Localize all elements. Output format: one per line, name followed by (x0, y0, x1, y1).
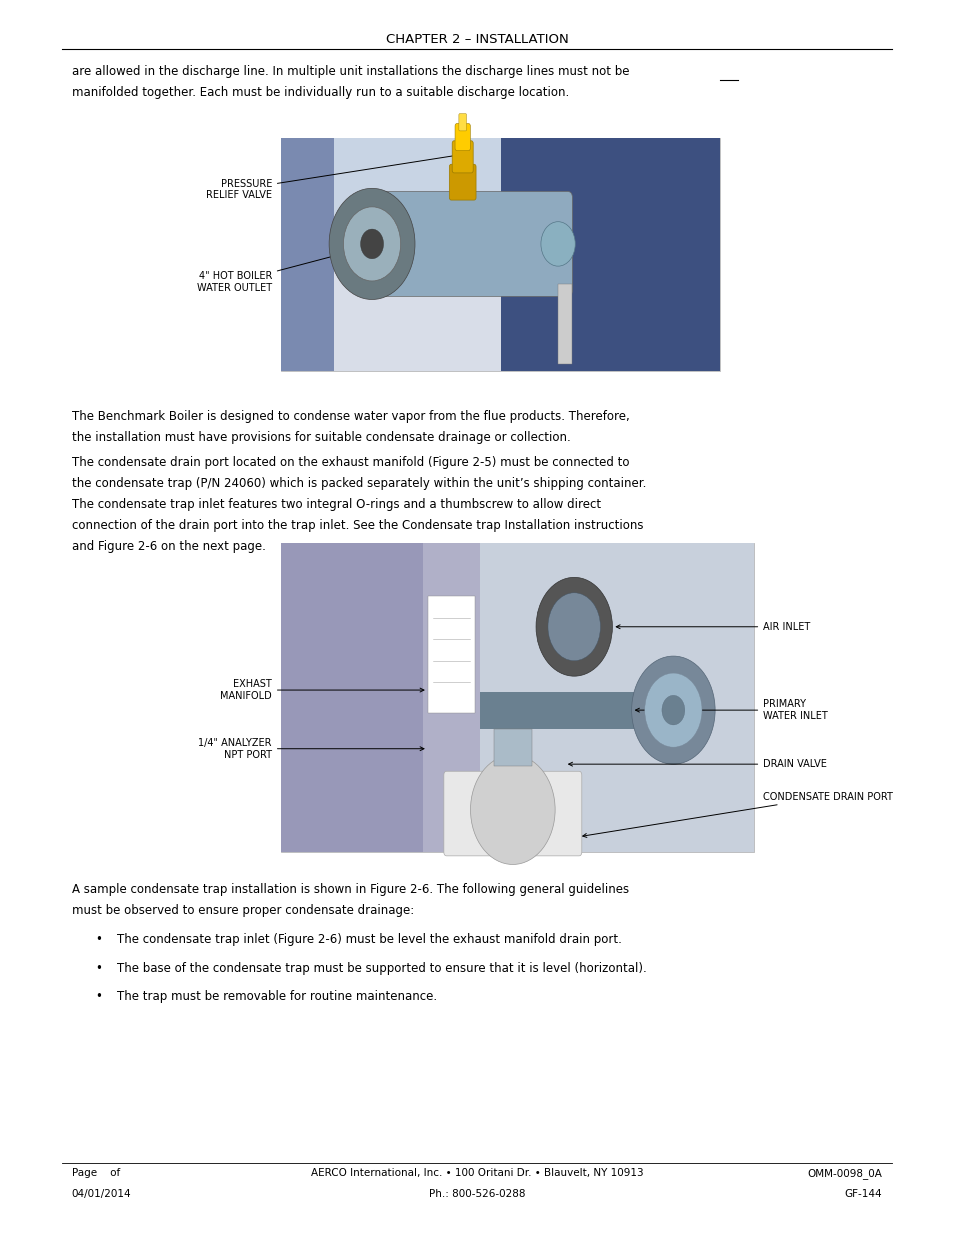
FancyBboxPatch shape (455, 124, 470, 151)
Bar (479, 543, 753, 852)
Circle shape (360, 230, 383, 259)
FancyBboxPatch shape (449, 164, 476, 200)
Text: •: • (95, 962, 102, 974)
Text: the installation must have provisions for suitable condensate drainage or collec: the installation must have provisions fo… (71, 431, 570, 445)
Bar (334, 138, 500, 370)
Bar (422, 543, 479, 852)
Circle shape (631, 656, 715, 764)
Text: GF-144: GF-144 (844, 1189, 882, 1199)
Circle shape (661, 695, 684, 725)
Text: Ph.: 800-526-0288: Ph.: 800-526-0288 (428, 1189, 525, 1199)
FancyBboxPatch shape (452, 141, 473, 173)
Text: DRAIN VALVE: DRAIN VALVE (568, 760, 826, 769)
Text: are allowed in the discharge line. In multiple unit installations the discharge : are allowed in the discharge line. In mu… (71, 65, 628, 79)
Circle shape (536, 578, 612, 676)
Bar (281, 543, 753, 852)
Bar (479, 692, 659, 729)
Text: the condensate trap (P/N 24060) which is packed separately within the unit’s shi: the condensate trap (P/N 24060) which is… (71, 477, 645, 490)
Text: EXHAST
MANIFOLD: EXHAST MANIFOLD (220, 679, 423, 700)
Circle shape (547, 593, 599, 661)
Text: manifolded together. Each must be individually run to a suitable discharge locat: manifolded together. Each must be indivi… (71, 86, 568, 100)
Text: 4" HOT BOILER
WATER OUTLET: 4" HOT BOILER WATER OUTLET (196, 245, 375, 293)
Bar (281, 138, 334, 370)
Text: 1/4" ANALYZER
NPT PORT: 1/4" ANALYZER NPT PORT (198, 739, 423, 760)
Text: The condensate drain port located on the exhaust manifold (Figure 2-5) must be c: The condensate drain port located on the… (71, 456, 628, 469)
Text: CHAPTER 2 – INSTALLATION: CHAPTER 2 – INSTALLATION (385, 33, 568, 47)
Text: PRIMARY
WATER INLET: PRIMARY WATER INLET (635, 699, 827, 721)
Text: CONDENSATE DRAIN PORT: CONDENSATE DRAIN PORT (582, 792, 892, 837)
Circle shape (470, 755, 555, 864)
FancyBboxPatch shape (372, 191, 572, 296)
Text: The trap must be removable for routine maintenance.: The trap must be removable for routine m… (117, 990, 437, 1003)
Text: 04/01/2014: 04/01/2014 (71, 1189, 131, 1199)
Text: •: • (95, 990, 102, 1003)
Bar (334, 138, 500, 222)
FancyBboxPatch shape (458, 114, 466, 131)
Bar (281, 543, 422, 852)
Text: must be observed to ensure proper condensate drainage:: must be observed to ensure proper conden… (71, 904, 414, 918)
Circle shape (329, 189, 415, 300)
Circle shape (644, 673, 701, 747)
Bar (500, 138, 720, 370)
Text: OMM-0098_0A: OMM-0098_0A (807, 1168, 882, 1179)
Text: AERCO International, Inc. • 100 Oritani Dr. • Blauvelt, NY 10913: AERCO International, Inc. • 100 Oritani … (311, 1168, 642, 1178)
Text: The condensate trap inlet (Figure 2-6) must be level the exhaust manifold drain : The condensate trap inlet (Figure 2-6) m… (117, 934, 621, 946)
Text: The Benchmark Boiler is designed to condense water vapor from the flue products.: The Benchmark Boiler is designed to cond… (71, 410, 629, 424)
Text: Page    of: Page of (71, 1168, 120, 1178)
Bar (558, 284, 572, 364)
Text: AIR INLET: AIR INLET (616, 621, 810, 632)
Bar (281, 138, 720, 370)
Circle shape (343, 207, 400, 282)
Bar (427, 595, 475, 714)
Text: The condensate trap inlet features two integral O-rings and a thumbscrew to allo: The condensate trap inlet features two i… (71, 498, 600, 511)
Text: and Figure 2-6 on the next page.: and Figure 2-6 on the next page. (71, 540, 265, 553)
Text: •: • (95, 934, 102, 946)
Text: The base of the condensate trap must be supported to ensure that it is level (ho: The base of the condensate trap must be … (117, 962, 646, 974)
Bar (494, 729, 531, 766)
Circle shape (540, 222, 575, 267)
Text: connection of the drain port into the trap inlet. See the Condensate trap Instal: connection of the drain port into the tr… (71, 519, 642, 532)
Text: A sample condensate trap installation is shown in Figure 2-6. The following gene: A sample condensate trap installation is… (71, 883, 628, 897)
Text: PRESSURE
RELIEF VALVE: PRESSURE RELIEF VALVE (206, 153, 458, 200)
FancyBboxPatch shape (443, 771, 581, 856)
